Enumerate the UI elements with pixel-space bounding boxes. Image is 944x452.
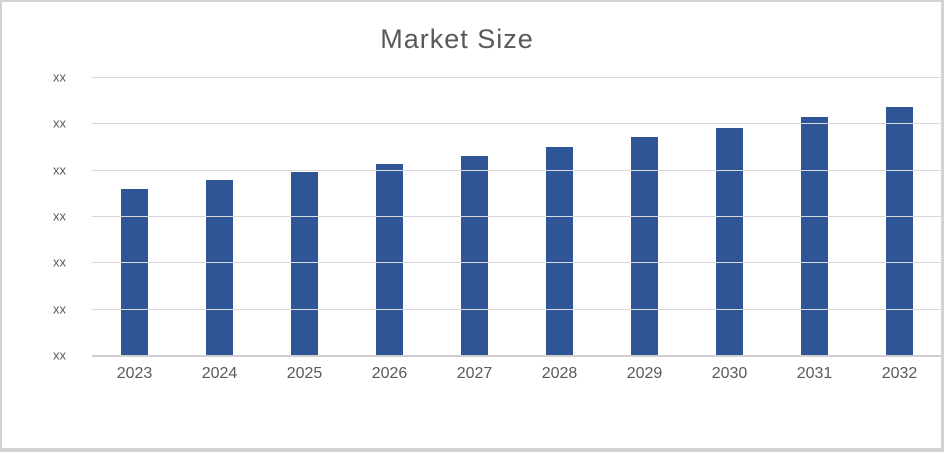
y-tick-label: xx: [53, 69, 66, 85]
bar-2027: [461, 156, 488, 355]
gridline: [92, 123, 941, 125]
bar-2028: [546, 147, 573, 355]
y-tick-label: xx: [53, 162, 66, 178]
x-axis-line: [92, 355, 941, 357]
chart-title: Market Size: [380, 24, 534, 54]
bar-slot-2024: [177, 77, 262, 355]
bar-2023: [121, 189, 148, 355]
x-tick-label-2029: 2029: [626, 365, 663, 382]
bar-series: [92, 77, 941, 355]
gridline: [92, 169, 941, 171]
gridline: [92, 77, 941, 78]
x-tick-label-2030: 2030: [711, 365, 748, 382]
bar-slot-2029: [602, 77, 687, 355]
gridline: [92, 216, 941, 217]
x-tick-label-2032: 2032: [881, 365, 918, 382]
bar-2030: [716, 128, 743, 355]
x-tick-label-2024: 2024: [201, 365, 238, 382]
x-axis: 2023 2024 2025 2026 2027 2028 2029 2030 2031 2032: [92, 365, 941, 383]
bar-slot-2028: [517, 77, 602, 355]
y-tick-label: xx: [53, 115, 66, 131]
bar-slot-2030: [687, 77, 772, 355]
gridline: [92, 262, 941, 264]
bar-2031: [801, 117, 828, 355]
y-tick-label: xx: [53, 208, 66, 224]
gridline: [92, 308, 941, 310]
y-axis: xx xx xx xx xx xx xx: [2, 71, 80, 362]
x-tick-label-2031: 2031: [796, 365, 833, 382]
x-tick-label-2028: 2028: [541, 365, 578, 382]
y-tick-label: xx: [53, 347, 66, 363]
bar-2025: [291, 172, 318, 355]
bar-slot-2026: [347, 77, 432, 355]
y-tick-label: xx: [53, 301, 66, 317]
bar-2029: [631, 137, 658, 355]
y-tick-label: xx: [53, 254, 66, 270]
plot-area: [92, 77, 941, 357]
bar-slot-2025: [262, 77, 347, 355]
bar-slot-2032: [857, 77, 941, 355]
bar-2026: [376, 164, 403, 355]
x-tick-label-2023: 2023: [116, 365, 153, 382]
bar-slot-2027: [432, 77, 517, 355]
x-tick-label-2026: 2026: [371, 365, 408, 382]
x-tick-label-2027: 2027: [456, 365, 493, 382]
bar-2032: [886, 107, 913, 355]
x-tick-label-2025: 2025: [286, 365, 323, 382]
bar-slot-2031: [772, 77, 857, 355]
bar-2024: [206, 180, 233, 355]
